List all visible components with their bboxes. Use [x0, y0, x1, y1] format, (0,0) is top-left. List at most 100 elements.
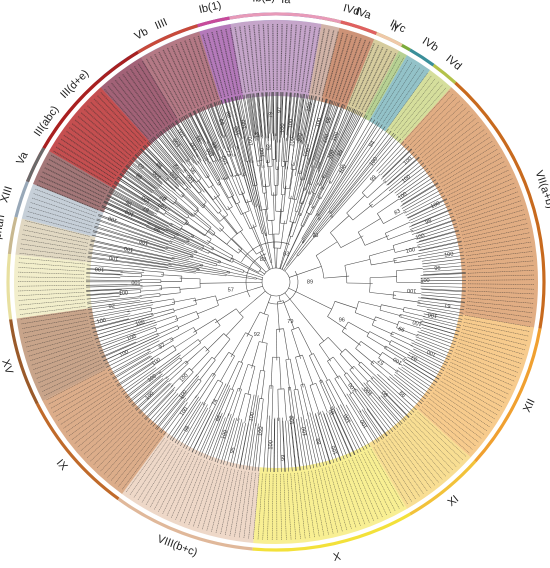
tree-branch	[211, 103, 229, 151]
leaf-tip	[432, 392, 487, 431]
tree-branch	[317, 104, 344, 172]
bootstrap-value: 87	[142, 204, 150, 212]
tree-branch	[125, 165, 168, 199]
tree-branch	[420, 288, 466, 292]
tree-branch	[293, 388, 298, 391]
tree-branch	[317, 197, 321, 200]
leaf-tip	[305, 27, 316, 93]
tree-branch	[142, 146, 170, 174]
tree-branch	[418, 251, 464, 260]
tree-branch	[304, 383, 314, 416]
tree-branch	[180, 163, 197, 183]
clade-outer-ring	[6, 12, 546, 552]
tree-branch	[170, 123, 194, 158]
tree-branch	[159, 286, 180, 289]
leaf-tip	[345, 460, 370, 523]
tree-branch	[158, 328, 179, 339]
tree-branch	[295, 140, 301, 170]
tree-branch	[163, 180, 183, 198]
bootstrap-value: 100	[241, 119, 249, 129]
tree-branch	[284, 166, 288, 195]
bootstrap-value: 97	[277, 107, 283, 113]
tree-branch	[346, 195, 365, 214]
leaf-tip	[436, 386, 493, 424]
leaf-tip	[455, 349, 518, 373]
leaf-tip	[150, 56, 184, 115]
tree-branch	[298, 172, 302, 175]
tree-branch	[379, 309, 403, 317]
bootstrap-value: 100	[145, 391, 156, 402]
tree-branch	[290, 420, 297, 472]
tree-branch	[260, 370, 265, 372]
tree-branch	[330, 134, 396, 215]
tree-branch	[119, 289, 141, 292]
tree-branch	[308, 182, 319, 204]
leaf-tip	[18, 295, 85, 301]
tree-branch	[330, 164, 342, 184]
tree-branch	[366, 408, 388, 437]
bootstrap-value: 100	[221, 429, 230, 440]
tree-branch	[369, 331, 391, 343]
tree-branch	[417, 331, 456, 346]
clade-band	[122, 432, 260, 544]
tree-branch	[174, 236, 203, 250]
tree-branch	[420, 244, 463, 254]
leaf-tip	[291, 24, 297, 91]
bootstrap-value: 100	[420, 278, 429, 284]
tree-branch	[294, 210, 298, 213]
tree-branch	[279, 222, 293, 269]
tree-branch	[214, 102, 234, 157]
tree-branch	[105, 198, 190, 240]
leaf-tip	[149, 449, 183, 508]
tree-branch	[238, 364, 249, 392]
leaf-tip	[341, 462, 366, 525]
tree-branch	[186, 159, 202, 179]
tree-branch	[230, 97, 242, 137]
tree-branch	[303, 205, 314, 227]
bootstrap-value: 100	[401, 174, 412, 185]
tree-branch	[283, 92, 287, 138]
leaf-tip	[63, 135, 119, 174]
tree-branch	[140, 148, 168, 176]
tree-branch	[303, 419, 314, 469]
tree-branch	[360, 361, 376, 377]
tree-branch	[179, 287, 201, 290]
tree-branch	[185, 221, 212, 240]
leaf-tip	[465, 315, 531, 327]
leaf-tip	[460, 209, 524, 229]
tree-branch	[206, 240, 234, 257]
tree-branch	[117, 176, 170, 212]
tree-branch	[267, 219, 275, 221]
leaf-tip	[445, 371, 505, 403]
tree-branch	[319, 411, 338, 462]
tree-branch	[180, 171, 200, 194]
leaf-tip	[460, 335, 524, 355]
tree-branch	[189, 238, 213, 251]
tree-branch	[321, 157, 331, 178]
tree-branch	[172, 199, 178, 205]
bootstrap-value: 100	[190, 141, 200, 152]
tree-branch	[237, 393, 246, 422]
leaf-tip	[90, 415, 139, 462]
tree-branch	[117, 362, 154, 387]
leaf-tip	[349, 43, 375, 105]
leaf-tip	[18, 267, 85, 272]
tree-branch	[423, 268, 466, 273]
leaf-tip	[332, 35, 352, 99]
leaf-tip	[69, 127, 123, 168]
bootstrap-value: 98	[135, 171, 144, 180]
leaf-tip	[230, 27, 243, 94]
tree-branch	[210, 161, 221, 180]
tree-branch	[205, 416, 224, 459]
leaf-tip	[466, 308, 532, 318]
tree-branch	[283, 185, 287, 212]
tree-branch	[366, 336, 388, 349]
tree-branch	[244, 212, 271, 270]
leaf-tip	[30, 340, 94, 361]
clade-label: Ib(2)	[252, 0, 275, 5]
tree-branch	[224, 98, 255, 205]
tree-branch	[366, 382, 381, 399]
tree-branch	[418, 226, 458, 240]
bootstrap-value: 92	[254, 332, 260, 338]
tree-branch	[312, 210, 330, 233]
